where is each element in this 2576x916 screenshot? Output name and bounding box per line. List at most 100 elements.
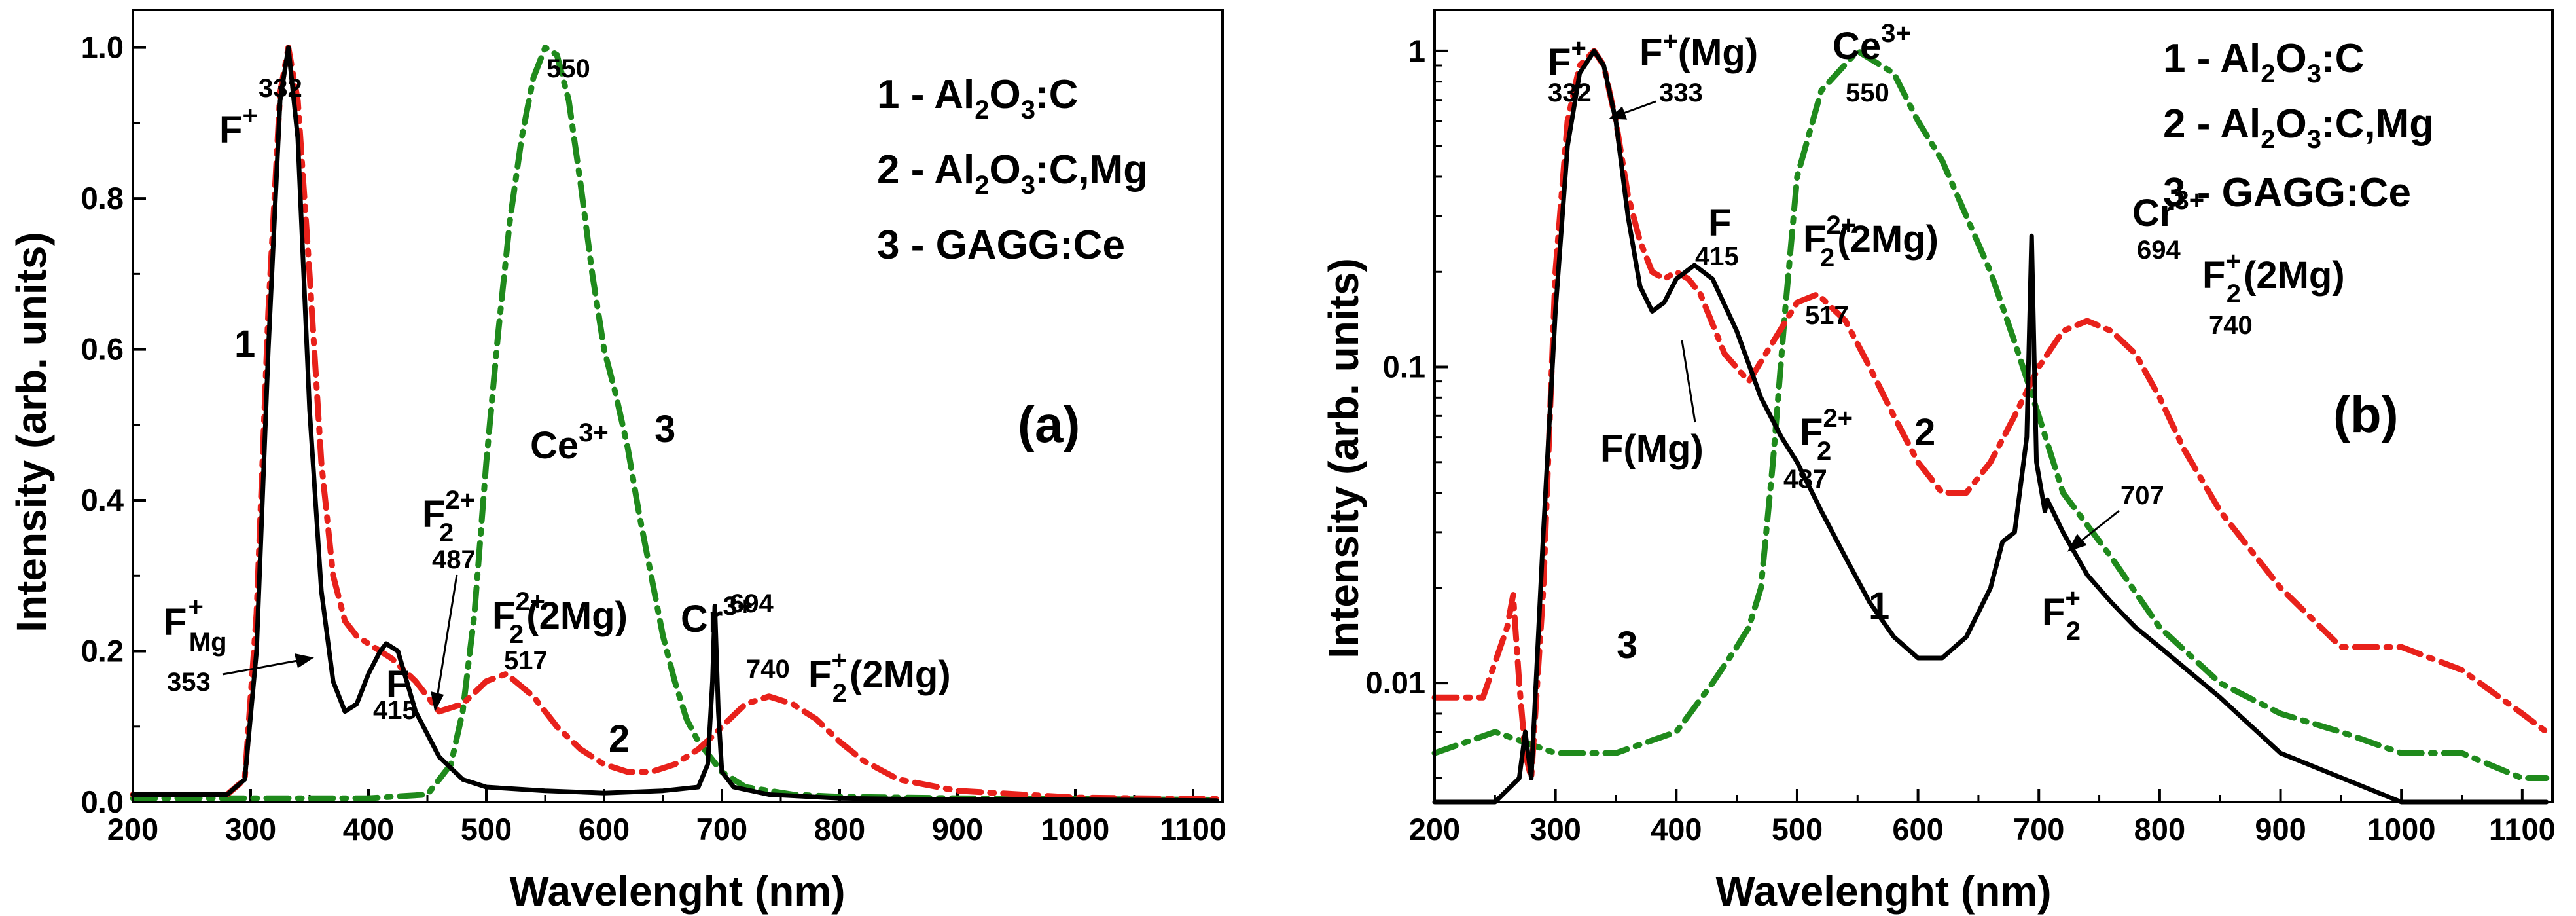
peak-740-label: 740 bbox=[746, 655, 790, 684]
panel-a: Intensity (arb. units) Wavelenght (nm) 0… bbox=[8, 9, 1226, 915]
x-tick-label: 700 bbox=[696, 812, 747, 847]
panel-b-legend: 1 - Al2O3:C 2 - Al2O3:C,Mg 3 - GAGG:Ce bbox=[2163, 36, 2434, 215]
x-tick-label: 400 bbox=[1651, 812, 1702, 847]
f2-517-label: F2+ 2(2Mg) bbox=[492, 587, 628, 649]
peak-740-label: 740 bbox=[2209, 311, 2253, 340]
panel-b-plot-frame bbox=[1433, 9, 2554, 803]
peak-694-label: 694 bbox=[2137, 236, 2181, 265]
x-tick-label: 400 bbox=[343, 812, 394, 847]
panel-b-x-tick-labels: 200 300 400 500 600 700 800 900 1000 1100 bbox=[1409, 812, 2556, 847]
series-line-3 bbox=[130, 45, 1220, 803]
y-tick-label: 1 bbox=[1408, 33, 1425, 68]
panel-b-label: (b) bbox=[2333, 386, 2399, 443]
cr3-label: Cr3+ bbox=[681, 592, 753, 640]
y-tick-label: 0.1 bbox=[1383, 350, 1425, 384]
arrow-333 bbox=[1609, 100, 1656, 120]
ce3-label: Ce3+ bbox=[1833, 19, 1911, 67]
x-tick-label: 900 bbox=[2255, 812, 2306, 847]
x-tick-label: 200 bbox=[1409, 812, 1460, 847]
panel-a-legend: 1 - Al2O3:C 2 - Al2O3:C,Mg 3 - GAGG:Ce bbox=[877, 72, 1148, 268]
f-plus-label: F+ bbox=[219, 101, 258, 151]
panel-b: Intensity (arb. units) Wavelenght (nm) 0… bbox=[1320, 9, 2556, 915]
panel-a-xlabel: Wavelenght (nm) bbox=[509, 868, 845, 915]
arrow-353 bbox=[222, 653, 314, 676]
x-tick-label: 1100 bbox=[2489, 812, 2556, 847]
curve-3-label: 3 bbox=[1617, 624, 1637, 667]
f-mg-label: F(Mg) bbox=[1600, 428, 1704, 470]
y-tick-label: 0.8 bbox=[81, 181, 124, 215]
legend-item-1: 1 - Al2O3:C bbox=[2163, 36, 2364, 88]
x-tick-label: 500 bbox=[1772, 812, 1823, 847]
peak-707-label: 707 bbox=[2120, 481, 2164, 510]
curve-2-label: 2 bbox=[609, 718, 630, 760]
peak-487-label: 487 bbox=[432, 545, 476, 574]
y-tick-label: 0.2 bbox=[81, 634, 124, 669]
panel-a-plot-frame bbox=[132, 9, 1224, 803]
panel-a-label: (a) bbox=[1018, 395, 1080, 453]
peak-333-label: 333 bbox=[1659, 79, 1703, 107]
arrow-487 bbox=[431, 574, 458, 712]
legend-item-3: 3 - GAGG:Ce bbox=[2163, 170, 2411, 215]
peak-517-label: 517 bbox=[1805, 301, 1849, 330]
legend-item-3: 3 - GAGG:Ce bbox=[877, 223, 1125, 268]
series-line-1 bbox=[130, 45, 1219, 803]
series-line-3 bbox=[1431, 48, 2550, 781]
f2-487-label: F2+ 2 bbox=[1800, 404, 1853, 466]
panel-a-x-tick-labels: 200 300 400 500 600 700 800 900 1000 1100 bbox=[107, 812, 1226, 847]
y-tick-label: 0.6 bbox=[81, 332, 124, 367]
f-plus-mg-label: F+(Mg) bbox=[1639, 27, 1758, 74]
peak-517-label: 517 bbox=[504, 646, 548, 675]
peak-415-label: 415 bbox=[1695, 242, 1739, 271]
x-tick-label: 700 bbox=[2013, 812, 2064, 847]
legend-item-2: 2 - Al2O3:C,Mg bbox=[877, 147, 1148, 200]
peak-353-label: 353 bbox=[167, 668, 211, 697]
peak-550-label: 550 bbox=[546, 54, 590, 83]
f2-plus-label: F+ 2(2Mg) bbox=[808, 646, 951, 708]
arrow-707 bbox=[2067, 509, 2120, 552]
curve-3-label: 3 bbox=[654, 408, 675, 450]
y-tick-label: 0.0 bbox=[81, 784, 124, 819]
x-tick-label: 800 bbox=[814, 812, 865, 847]
x-tick-label: 1000 bbox=[1041, 812, 1110, 847]
f2-plus-label: F+ 2(2Mg) bbox=[2202, 247, 2345, 308]
curve-1-label: 1 bbox=[234, 323, 255, 365]
y-tick-label: 0.4 bbox=[81, 483, 124, 517]
peak-694-label: 694 bbox=[730, 589, 774, 618]
x-tick-label: 300 bbox=[1530, 812, 1581, 847]
series-line-2 bbox=[130, 45, 1220, 802]
ce3-label: Ce3+ bbox=[530, 418, 609, 467]
legend-item-2: 2 - Al2O3:C,Mg bbox=[2163, 101, 2434, 154]
f-plus-label: F+ bbox=[1548, 34, 1586, 84]
x-tick-label: 800 bbox=[2134, 812, 2185, 847]
x-tick-label: 900 bbox=[932, 812, 983, 847]
arrow-f-mg bbox=[1681, 340, 1696, 423]
x-tick-label: 300 bbox=[225, 812, 276, 847]
peak-332-label: 332 bbox=[1548, 79, 1592, 107]
f-415-label: F bbox=[1708, 202, 1731, 244]
f2-487-label: F2+ 2 bbox=[422, 486, 475, 547]
panel-b-ylabel: Intensity (arb. units) bbox=[1320, 258, 1367, 659]
peak-415-label: 415 bbox=[373, 696, 417, 725]
cr3-label: Cr3+ bbox=[2132, 186, 2204, 234]
panel-a-ylabel: Intensity (arb. units) bbox=[8, 232, 55, 632]
x-tick-label: 600 bbox=[579, 812, 630, 847]
f2-plus-707-label: F+ 2 bbox=[2042, 584, 2081, 646]
legend-item-1: 1 - Al2O3:C bbox=[877, 72, 1078, 124]
y-tick-label: 1.0 bbox=[81, 30, 124, 65]
x-tick-label: 1100 bbox=[1160, 812, 1226, 847]
series-line-2 bbox=[1431, 48, 2550, 781]
peak-550-label: 550 bbox=[1846, 79, 1889, 107]
peak-487-label: 487 bbox=[1783, 465, 1827, 494]
panel-a-y-tick-labels: 0.0 0.2 0.4 0.6 0.8 1.0 bbox=[81, 30, 124, 819]
f-mg-label: F+ Mg bbox=[164, 593, 227, 657]
x-tick-label: 600 bbox=[1892, 812, 1943, 847]
curve-1-label: 1 bbox=[1869, 585, 1889, 627]
f-415-label: F bbox=[386, 663, 409, 706]
panel-b-xlabel: Wavelenght (nm) bbox=[1715, 868, 2051, 915]
x-tick-label: 200 bbox=[107, 812, 158, 847]
curve-2-label: 2 bbox=[1914, 411, 1935, 454]
panel-a-series bbox=[130, 45, 1220, 803]
panel-b-y-tick-labels: 0.01 0.1 1 bbox=[1366, 33, 1425, 700]
f2-517-label: F2+ 2(2Mg) bbox=[1803, 211, 1939, 272]
